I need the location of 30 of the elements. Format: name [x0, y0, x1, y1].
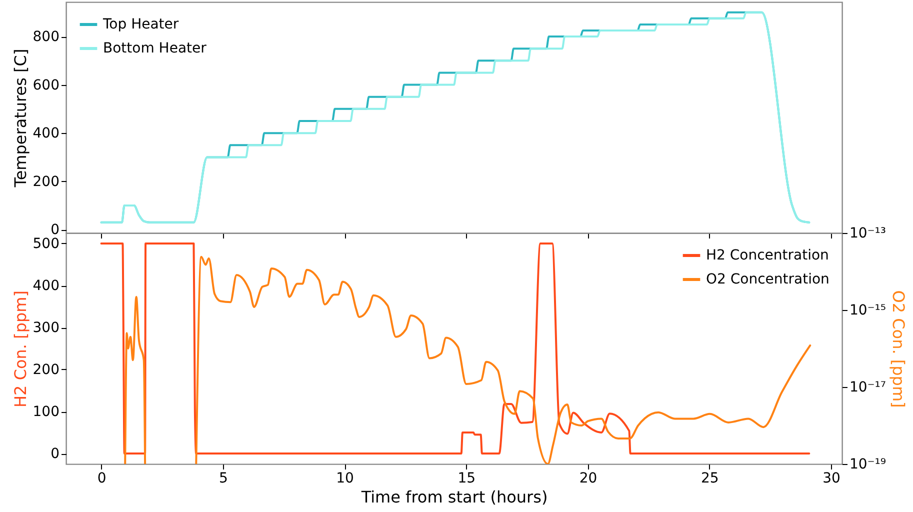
x-tick-label: 20: [579, 470, 598, 486]
y-tick-label: 600: [32, 77, 60, 94]
y2-tick-label: 10⁻¹³: [850, 226, 886, 242]
y-tick-label: 400: [32, 278, 60, 294]
y-axis-title: H2 Con. [ppm]: [10, 290, 30, 408]
x-tick-label: 10: [336, 470, 354, 486]
y-tick-label: 400: [32, 126, 60, 142]
y-axis-title: Temperatures [C]: [10, 48, 30, 188]
y-tick-label: 0: [50, 222, 60, 238]
legend-label: O2 Concentration: [706, 272, 830, 288]
legend-label: Bottom Heater: [103, 40, 207, 56]
x-tick-label: 15: [458, 470, 476, 486]
x-tick-label: 0: [97, 470, 106, 486]
y2-tick-label: 10⁻¹⁵: [850, 302, 886, 318]
y-tick-label: 300: [32, 320, 60, 336]
y-tick-label: 200: [32, 362, 60, 378]
y2-tick-label: 10⁻¹⁹: [850, 456, 886, 472]
y2-axis-title: O2 Con. [ppm]: [888, 290, 908, 408]
y-tick-label: 100: [32, 404, 60, 420]
y-tick-label: 200: [32, 174, 60, 190]
x-tick-label: 25: [701, 470, 719, 486]
y-tick-label: 500: [32, 236, 60, 252]
x-tick-label: 30: [822, 470, 840, 486]
x-axis-title: Time from start (hours): [360, 488, 548, 506]
legend-label: H2 Concentration: [706, 248, 829, 264]
y-tick-label: 800: [32, 29, 60, 46]
y-tick-label: 0: [50, 446, 60, 462]
y2-tick-label: 10⁻¹⁷: [850, 380, 886, 396]
legend-label: Top Heater: [102, 16, 179, 32]
x-tick-label: 5: [218, 470, 228, 486]
